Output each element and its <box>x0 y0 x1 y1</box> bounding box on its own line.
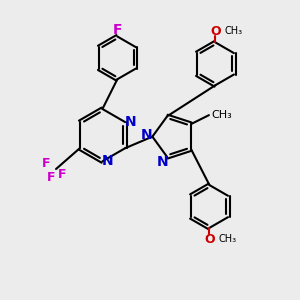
Text: F: F <box>42 157 51 170</box>
Text: CH₃: CH₃ <box>225 26 243 36</box>
Text: N: N <box>124 115 136 129</box>
Text: F: F <box>46 170 55 184</box>
Text: N: N <box>141 128 153 142</box>
Text: N: N <box>157 155 169 169</box>
Text: F: F <box>58 168 67 181</box>
Text: CH₃: CH₃ <box>211 110 232 119</box>
Text: F: F <box>112 23 122 37</box>
Text: CH₃: CH₃ <box>219 234 237 244</box>
Text: O: O <box>205 233 215 246</box>
Text: O: O <box>211 25 221 38</box>
Text: N: N <box>102 154 114 168</box>
